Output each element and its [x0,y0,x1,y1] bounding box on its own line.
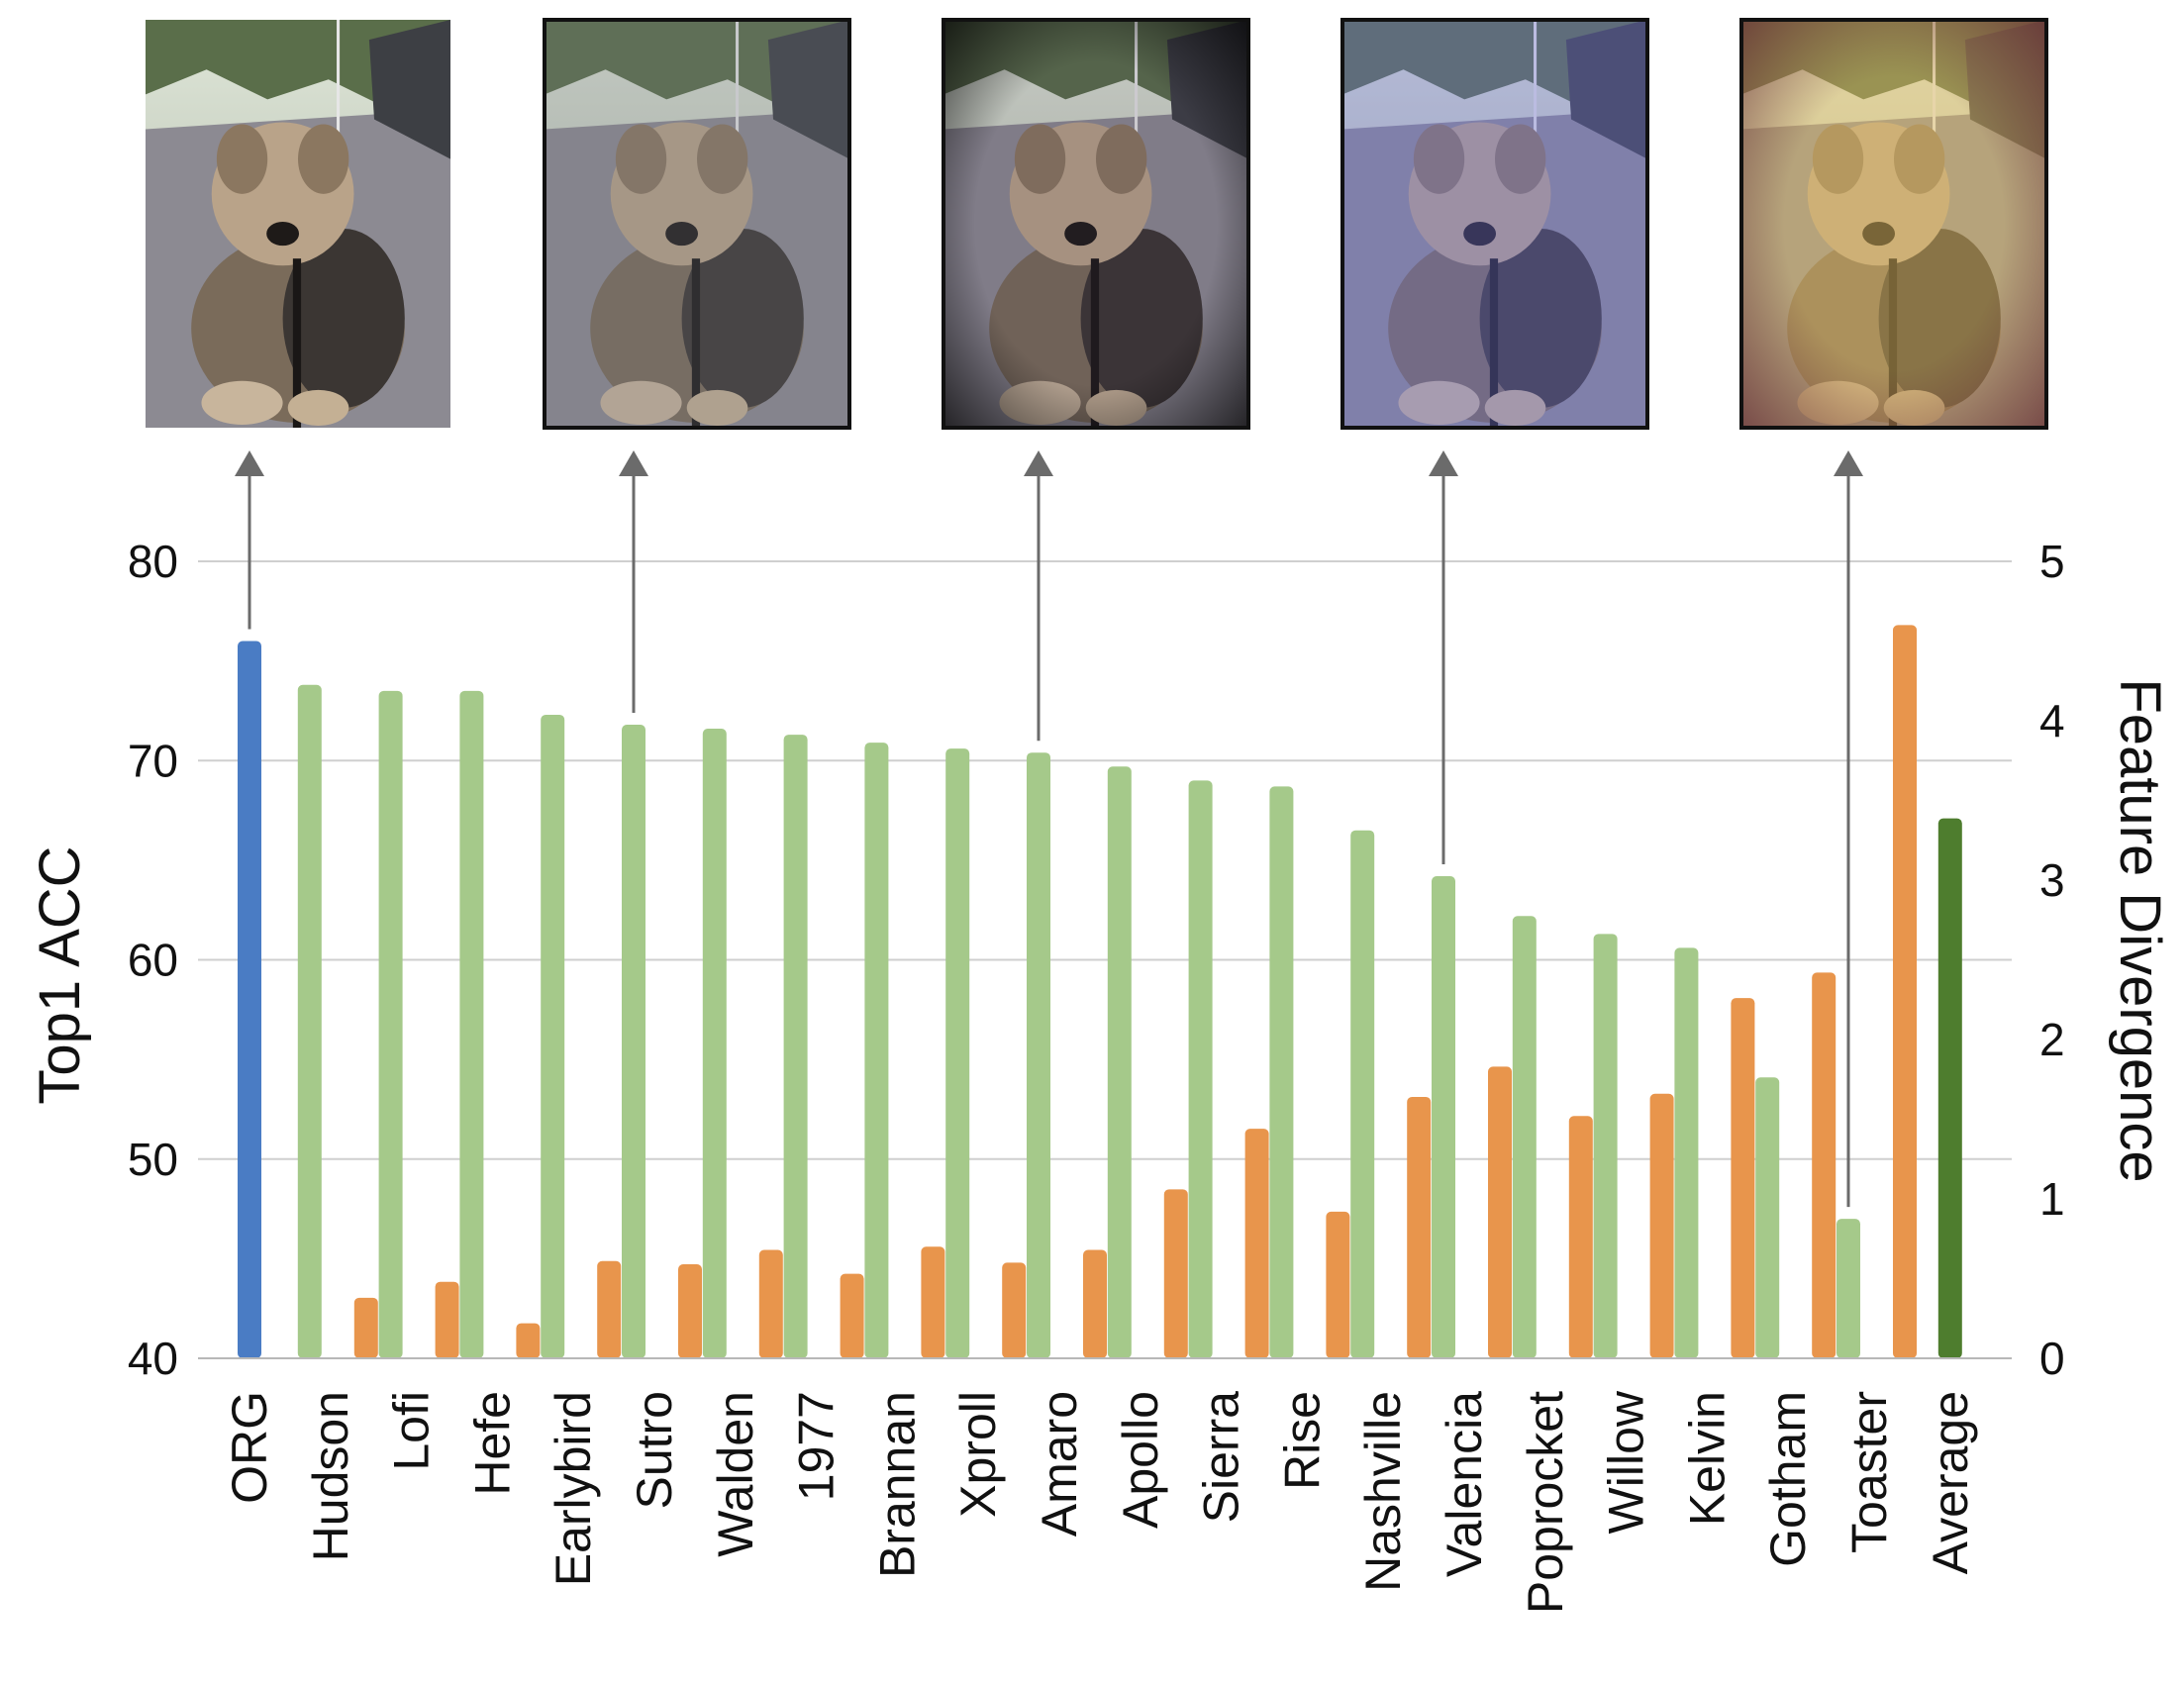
left-tick-label: 60 [128,935,178,986]
bar-divergence-earlybird [597,1260,622,1358]
bar-divergence-apollo [1163,1189,1188,1358]
thumbnail-valencia [1340,18,1649,430]
bar-acc-nashville [1350,830,1375,1358]
category-label: Lofi [384,1391,440,1471]
bar-acc-org [238,641,261,1358]
bar-divergence-walden [758,1249,783,1358]
thumbnail-amaro [942,18,1250,430]
right-tick-label: 2 [2039,1014,2065,1065]
bar-acc-poprocket [1512,916,1537,1358]
right-tick-label: 3 [2039,854,2065,906]
left-y-axis: 40 50 60 70 80 [128,536,178,1384]
arrow-valencia [1429,450,1458,864]
category-label: ORG [222,1391,277,1504]
arrow-amaro [1024,450,1053,742]
category-label: Walden [708,1391,763,1557]
bar-divergence-willow [1649,1093,1674,1358]
category-label: Sierra [1194,1391,1249,1524]
right-tick-label: 1 [2039,1173,2065,1225]
bar-divergence-brannan [921,1246,945,1358]
bar-acc-amaro [1027,752,1050,1358]
bar-acc-walden [702,729,727,1358]
left-tick-label: 70 [128,735,178,786]
bar-acc-gotham [1755,1077,1780,1358]
right-axis-title: Feature Divergence [2108,678,2172,1182]
bar-divergence-rise [1326,1211,1350,1358]
arrows [235,450,1863,1208]
bar-divergence-sierra [1244,1129,1269,1358]
bar-series [238,625,1962,1358]
bar-acc-willow [1593,934,1618,1358]
category-label: Sutro [627,1391,682,1510]
bar-divergence-valencia [1488,1066,1512,1358]
category-label: Rise [1274,1391,1330,1490]
arrow-toaster [1834,450,1863,1208]
category-label: Toaster [1841,1391,1897,1553]
arrow-sutro [619,450,648,714]
right-y-axis: 0 1 2 3 4 5 [2039,536,2065,1384]
category-label: Poprocket [1518,1391,1573,1614]
bar-acc-kelvin [1674,947,1699,1358]
thumbnail-row [146,18,2048,430]
thumbnail-org [146,20,450,428]
category-label: Hudson [303,1391,358,1561]
bar-acc-apollo [1107,766,1132,1358]
bar-divergence-gotham [1812,972,1837,1358]
category-label: 1977 [789,1391,844,1501]
category-label: Apollo [1113,1391,1168,1529]
bar-divergence-nashville [1407,1096,1432,1358]
bar-acc-hudson [297,684,322,1358]
bar-divergence-toaster [1893,625,1917,1358]
bar-acc-valencia [1432,875,1455,1358]
bar-acc-brannan [864,743,889,1358]
thumbnail-sutro [543,18,851,430]
bar-divergence-amaro [1083,1249,1107,1358]
bar-divergence-lofi [435,1281,459,1358]
grid [198,560,2012,1160]
left-tick-label: 40 [128,1333,178,1384]
bar-acc-average [1937,818,1962,1358]
bar-divergence-sutro [678,1264,702,1358]
x-axis: ORG Hudson Lofi Hefe Earlybird Sutro Walden 197… [222,1390,1978,1614]
category-label: Xproll [950,1391,1006,1518]
right-tick-label: 4 [2039,695,2065,746]
bar-acc-sierra [1188,780,1213,1358]
bar-divergence-hudson [353,1297,378,1358]
category-label: Kelvin [1679,1391,1735,1526]
category-label: Brannan [869,1391,925,1578]
right-tick-label: 0 [2039,1333,2065,1384]
bar-acc-toaster [1837,1219,1860,1358]
category-label: Amaro [1032,1391,1087,1537]
right-tick-label: 5 [2039,536,2065,587]
bar-acc-hefe [459,690,484,1358]
category-label: Hefe [464,1391,520,1496]
bar-divergence-kelvin [1731,998,1755,1358]
bar-acc-rise [1269,786,1294,1358]
left-tick-label: 80 [128,536,178,587]
bar-acc-1977 [783,735,808,1358]
arrow-org [235,450,264,630]
bar-divergence-poprocket [1568,1116,1593,1358]
bar-acc-lofi [378,690,403,1358]
category-label: Average [1923,1391,1978,1574]
category-label: Earlybird [546,1391,601,1586]
category-label: Valencia [1437,1391,1492,1577]
category-label: Gotham [1760,1391,1816,1567]
left-tick-label: 50 [128,1134,178,1185]
thumbnail-toaster [1739,18,2048,430]
category-label: Nashville [1355,1391,1411,1592]
bar-acc-sutro [622,725,645,1358]
bar-acc-earlybird [541,714,565,1358]
bar-divergence-1977 [840,1273,864,1358]
bar-acc-xproll [945,748,970,1358]
bar-divergence-hefe [516,1323,541,1358]
bar-divergence-xproll [1002,1262,1027,1358]
left-axis-title: Top1 ACC [28,845,92,1104]
category-label: Willow [1599,1390,1654,1534]
